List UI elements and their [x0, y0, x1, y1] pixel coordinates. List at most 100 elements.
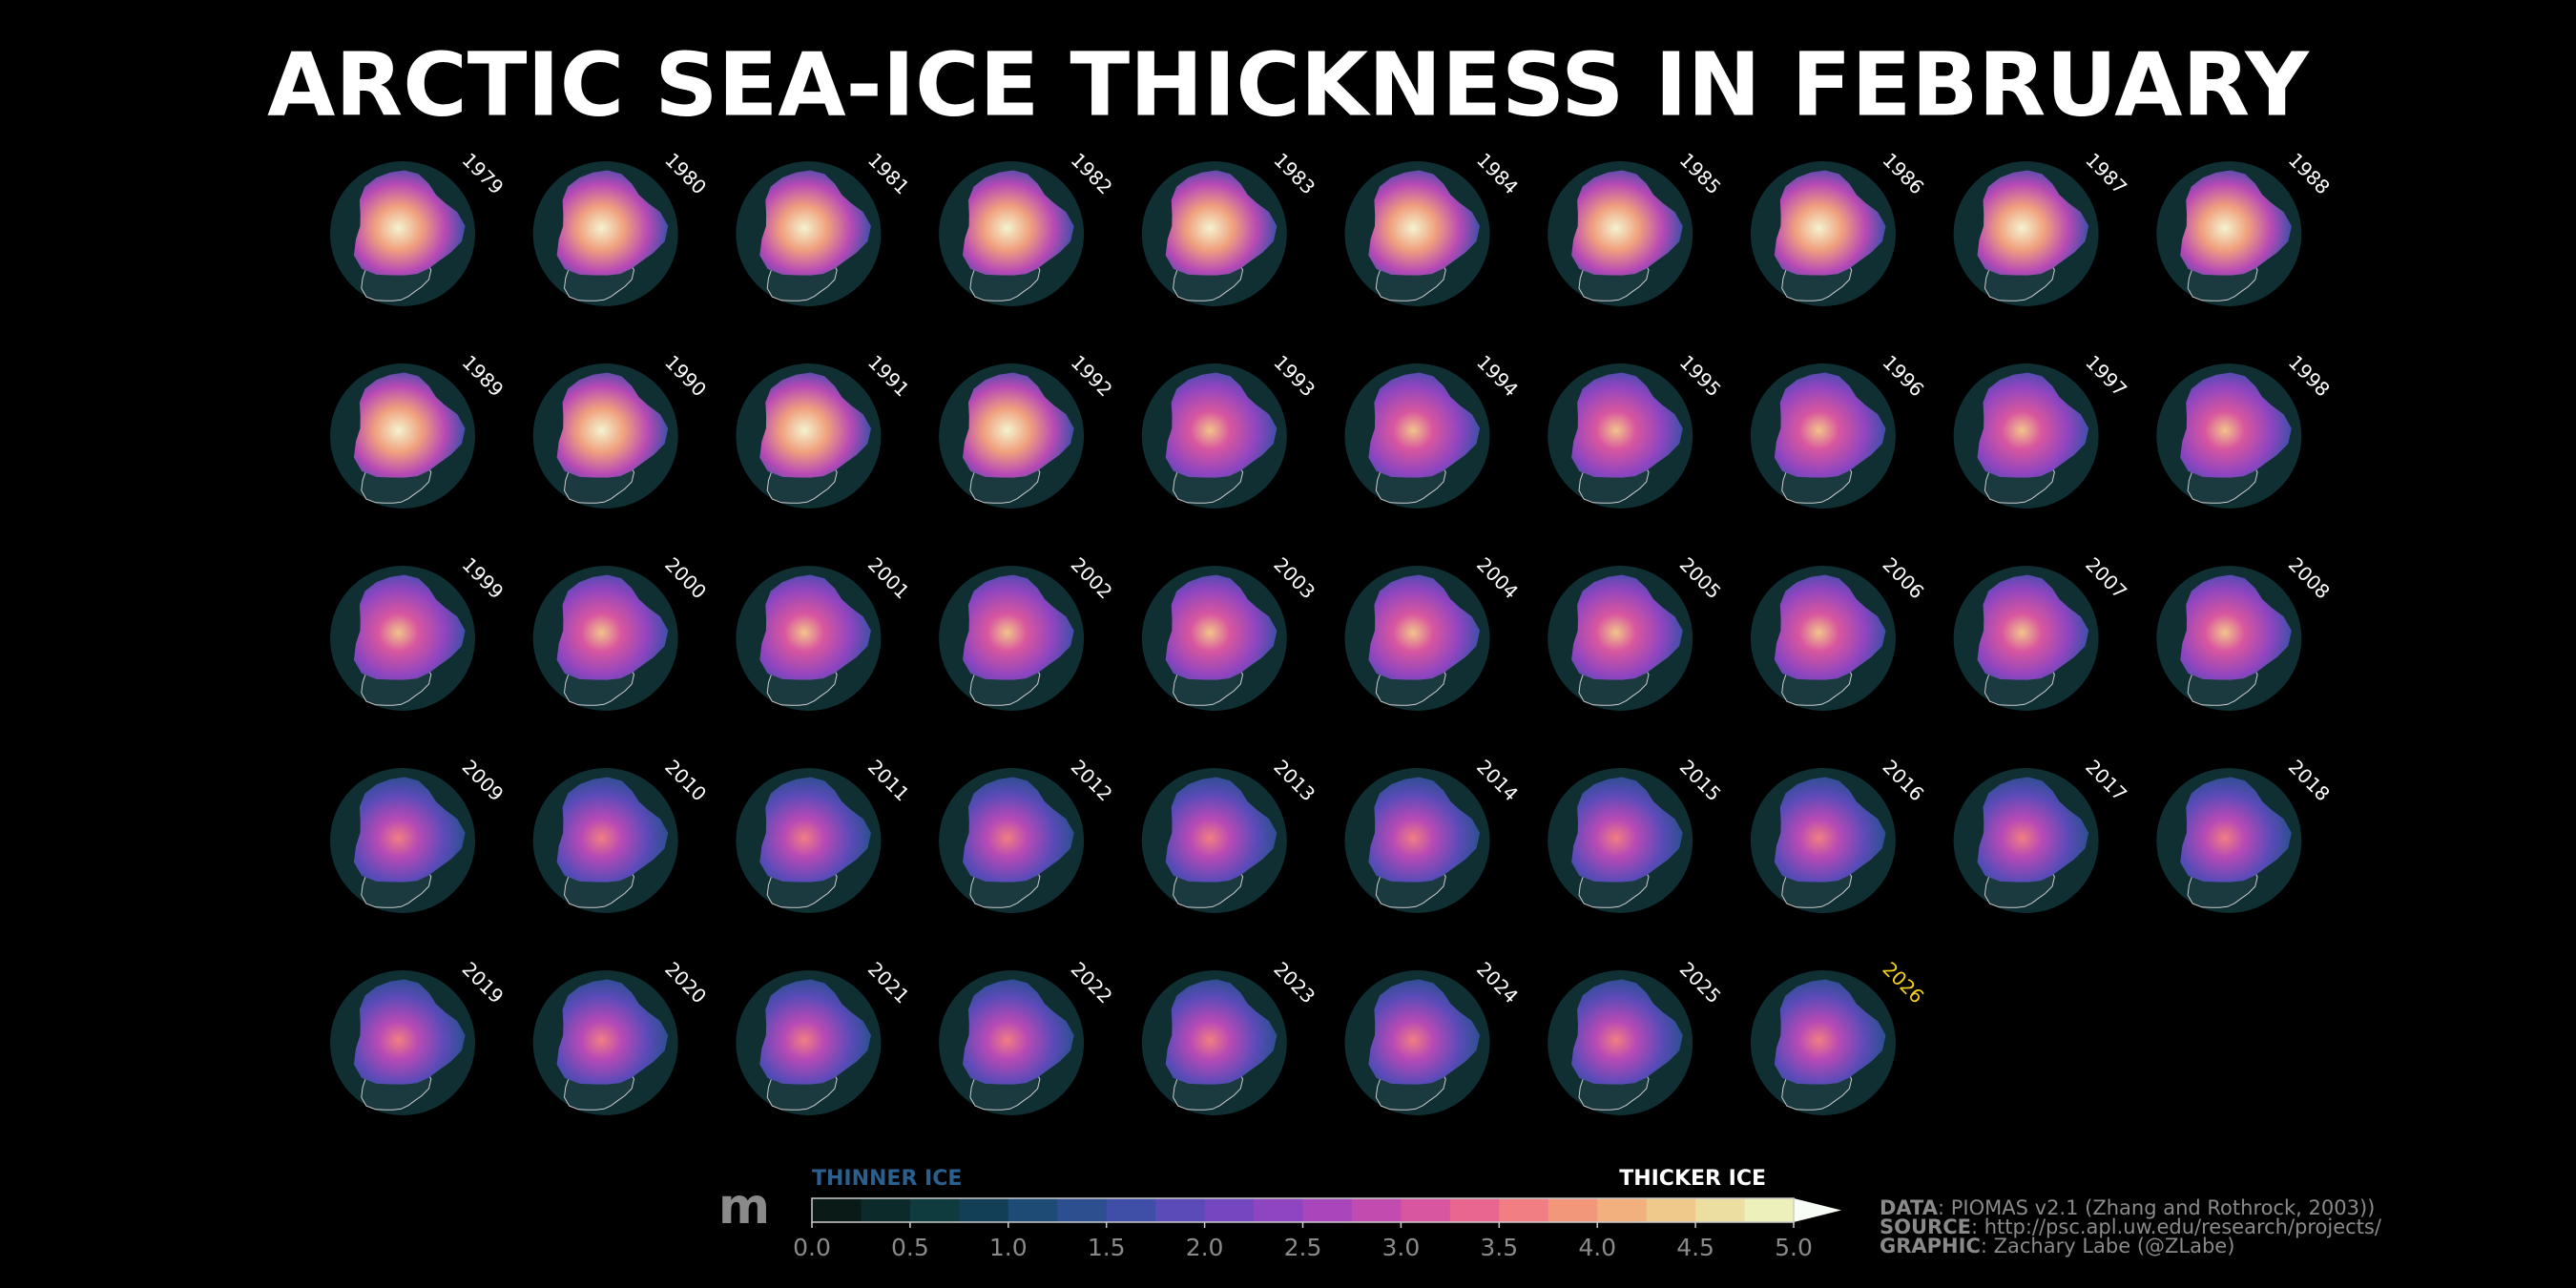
- year-label: 2012: [1067, 755, 1117, 805]
- colorbar-segment: [1548, 1198, 1598, 1222]
- map-ice: [759, 574, 871, 680]
- colorbar-segment: [909, 1198, 960, 1222]
- map: 2017: [1953, 755, 2131, 913]
- map-ice: [759, 979, 871, 1085]
- map-ice: [1977, 170, 2089, 276]
- map: 2005: [1548, 552, 1726, 711]
- map-ice: [759, 777, 871, 883]
- year-label: 1991: [863, 350, 914, 401]
- map-ice: [1774, 372, 1886, 478]
- map: 1996: [1750, 350, 1928, 509]
- map: 1981: [736, 148, 914, 306]
- colorbar-tick-label: 5.0: [1775, 1234, 1813, 1261]
- colorbar-segment: [959, 1198, 1009, 1222]
- credit-label: GRAPHIC: [1880, 1235, 1981, 1257]
- map: 1995: [1548, 350, 1726, 509]
- map-ice: [963, 372, 1074, 478]
- map: 2004: [1344, 552, 1523, 711]
- map: 1990: [532, 350, 711, 509]
- map-ice: [1571, 979, 1683, 1085]
- year-label: 2005: [1675, 552, 1726, 603]
- year-label: 1990: [660, 350, 711, 401]
- map-ice: [1368, 979, 1481, 1085]
- year-label: 1998: [2284, 350, 2335, 401]
- colorbar-tick-label: 2.5: [1284, 1234, 1322, 1261]
- year-label: 1988: [2284, 148, 2335, 198]
- map-ice: [353, 979, 466, 1085]
- year-label: 2021: [863, 957, 914, 1008]
- map-ice: [963, 777, 1074, 883]
- map: 2013: [1141, 755, 1319, 913]
- map-ice: [1571, 170, 1683, 276]
- map-ice: [1368, 574, 1481, 680]
- map-ice: [1368, 170, 1481, 276]
- map: 2025: [1548, 957, 1726, 1115]
- colorbar-segment: [1499, 1198, 1549, 1222]
- map: 2018: [2156, 755, 2335, 913]
- map: 2021: [736, 957, 914, 1115]
- credit-label: SOURCE: [1880, 1215, 1971, 1238]
- year-label: 2002: [1067, 552, 1117, 603]
- colorbar-segment: [1695, 1198, 1746, 1222]
- map: 1986: [1750, 148, 1928, 306]
- year-label: 1981: [863, 148, 914, 198]
- map: 1989: [330, 350, 509, 509]
- map: 2020: [532, 957, 711, 1115]
- map-ice: [963, 170, 1074, 276]
- map: 2001: [736, 552, 914, 711]
- map-ice: [759, 170, 871, 276]
- map-ice: [1571, 372, 1683, 478]
- colorbar-segment: [1008, 1198, 1058, 1222]
- unit: m: [718, 1178, 770, 1236]
- colorbar-segment: [1155, 1198, 1206, 1222]
- year-label: 1985: [1675, 148, 1726, 198]
- map-ice: [1774, 574, 1886, 680]
- colorbar-extension: [1794, 1198, 1841, 1222]
- map-ice: [353, 777, 466, 883]
- year-label: 1993: [1269, 350, 1319, 401]
- map-ice: [1165, 372, 1278, 478]
- year-label: 2008: [2284, 552, 2335, 603]
- year-label: 2003: [1269, 552, 1319, 603]
- map-ice: [963, 979, 1074, 1085]
- year-label: 2022: [1067, 957, 1117, 1008]
- year-label: 2001: [863, 552, 914, 603]
- year-label: 2024: [1472, 957, 1523, 1008]
- map-ice: [353, 574, 466, 680]
- map: 1987: [1953, 148, 2131, 306]
- colorbar-tick-label: 2.0: [1186, 1234, 1224, 1261]
- map: 1997: [1953, 350, 2131, 509]
- year-label: 1996: [1878, 350, 1928, 401]
- map-ice: [1165, 979, 1278, 1085]
- map: 2002: [939, 552, 1117, 711]
- year-label: 1983: [1269, 148, 1319, 198]
- map: 1983: [1141, 148, 1319, 306]
- year-label: 2016: [1878, 755, 1928, 805]
- map: 2011: [736, 755, 914, 913]
- map: 2003: [1141, 552, 1319, 711]
- year-label: 2019: [458, 957, 509, 1008]
- map-ice: [1571, 777, 1683, 883]
- year-label: 2009: [458, 755, 509, 805]
- colorbar-segment: [1106, 1198, 1156, 1222]
- map: 1993: [1141, 350, 1319, 509]
- map: 2022: [939, 957, 1117, 1115]
- map: 2024: [1344, 957, 1523, 1115]
- map-ice: [1165, 170, 1278, 276]
- map-ice: [556, 979, 669, 1085]
- colorbar-tick-label: 1.5: [1088, 1234, 1126, 1261]
- colorbar-segment: [1057, 1198, 1108, 1222]
- map-ice: [1165, 777, 1278, 883]
- year-label: 2018: [2284, 755, 2335, 805]
- credit-text: : PIOMAS v2.1 (Zhang and Rothrock, 2003)…: [1938, 1196, 2375, 1219]
- colorbar-segment: [861, 1198, 911, 1222]
- map: 1982: [939, 148, 1117, 306]
- credit-text: : http://psc.apl.uw.edu/research/project…: [1971, 1215, 2382, 1238]
- high-label: THICKER ICE: [1619, 1167, 1766, 1191]
- map: 1979: [330, 148, 509, 306]
- credit-line: DATA: PIOMAS v2.1 (Zhang and Rothrock, 2…: [1880, 1196, 2375, 1219]
- year-label: 2000: [660, 552, 711, 603]
- map: 1991: [736, 350, 914, 509]
- map-ice: [556, 777, 669, 883]
